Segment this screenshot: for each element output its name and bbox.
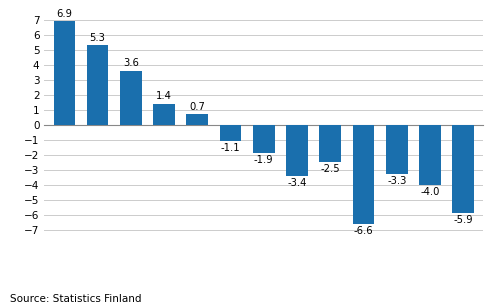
Text: -1.9: -1.9 (254, 155, 274, 165)
Text: 0.7: 0.7 (189, 102, 205, 112)
Text: -3.3: -3.3 (387, 176, 406, 186)
Text: -4.0: -4.0 (420, 187, 440, 197)
Bar (54, 21, 75, 125)
Bar (386, 125, 408, 174)
Bar (186, 114, 208, 125)
Text: Source: Statistics Finland: Source: Statistics Finland (10, 294, 141, 304)
Bar (153, 104, 175, 125)
Text: -3.4: -3.4 (287, 178, 307, 188)
Bar (352, 125, 374, 224)
Text: -6.6: -6.6 (353, 226, 373, 236)
Text: -1.1: -1.1 (221, 143, 240, 154)
Bar (87, 45, 108, 125)
Text: -5.9: -5.9 (454, 215, 473, 225)
Text: 3.6: 3.6 (123, 58, 139, 68)
Bar (419, 125, 441, 185)
Text: 5.3: 5.3 (90, 33, 106, 43)
Bar (253, 125, 275, 153)
Bar (220, 125, 241, 141)
Text: 6.9: 6.9 (56, 9, 72, 19)
Bar (120, 71, 141, 125)
Text: -2.5: -2.5 (320, 164, 340, 174)
Bar (286, 125, 308, 176)
Text: 1.4: 1.4 (156, 92, 172, 102)
Bar (319, 125, 341, 162)
Bar (453, 125, 474, 213)
